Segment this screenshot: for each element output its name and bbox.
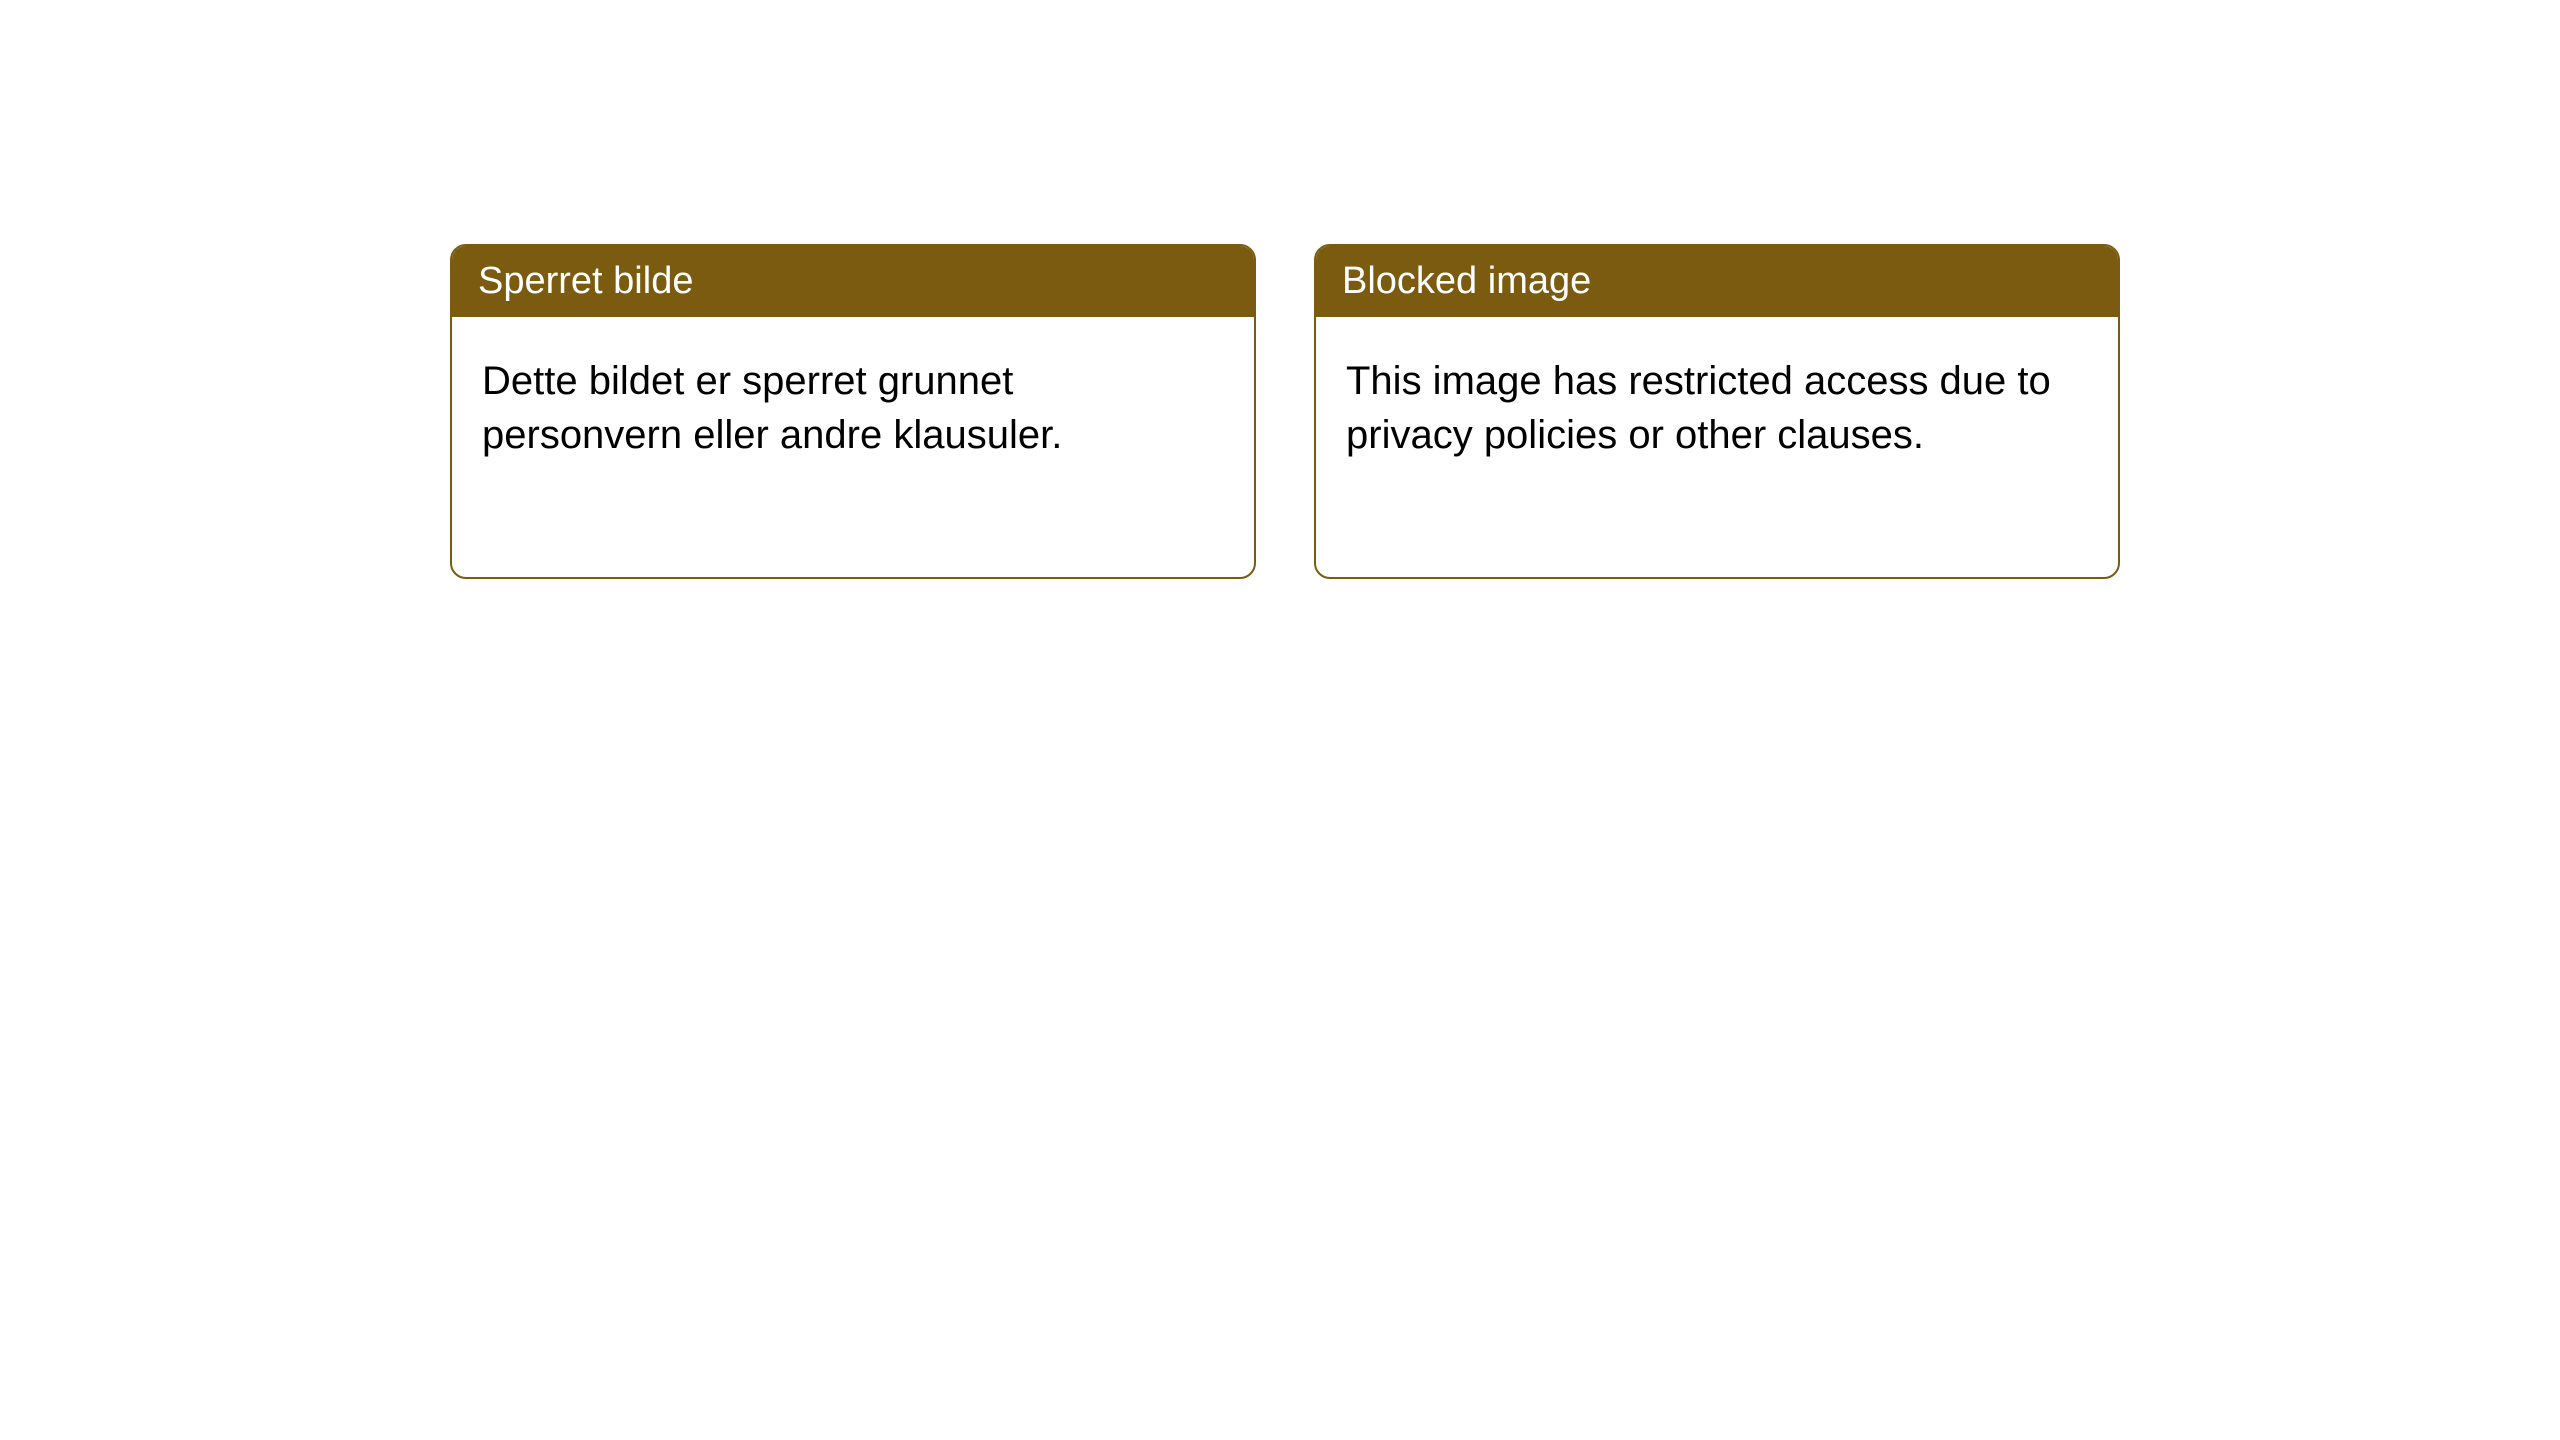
notice-text-no: Dette bildet er sperret grunnet personve… — [482, 359, 1062, 457]
notice-body-en: This image has restricted access due to … — [1316, 317, 2118, 500]
notice-header-no: Sperret bilde — [452, 246, 1254, 317]
notice-body-no: Dette bildet er sperret grunnet personve… — [452, 317, 1254, 500]
blocked-image-notice-no: Sperret bilde Dette bildet er sperret gr… — [450, 244, 1256, 579]
notice-header-en: Blocked image — [1316, 246, 2118, 317]
notice-title-no: Sperret bilde — [478, 260, 693, 302]
blocked-image-notice-en: Blocked image This image has restricted … — [1314, 244, 2120, 579]
notice-title-en: Blocked image — [1342, 260, 1591, 302]
notice-text-en: This image has restricted access due to … — [1346, 359, 2051, 457]
